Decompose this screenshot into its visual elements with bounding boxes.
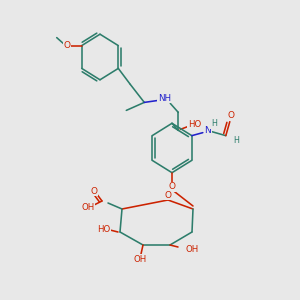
Text: H: H [211, 119, 217, 128]
Text: OH: OH [134, 254, 147, 263]
Text: HO: HO [98, 226, 111, 235]
Text: H: H [233, 136, 239, 145]
Text: OH: OH [81, 202, 94, 211]
Text: HO: HO [188, 120, 201, 129]
Text: OH: OH [186, 244, 199, 253]
Text: O: O [164, 190, 172, 200]
Text: NH: NH [158, 94, 171, 103]
Text: O: O [227, 111, 234, 120]
Text: O: O [91, 187, 98, 196]
Text: N: N [204, 126, 211, 135]
Text: O: O [63, 41, 70, 50]
Text: O: O [169, 182, 176, 191]
